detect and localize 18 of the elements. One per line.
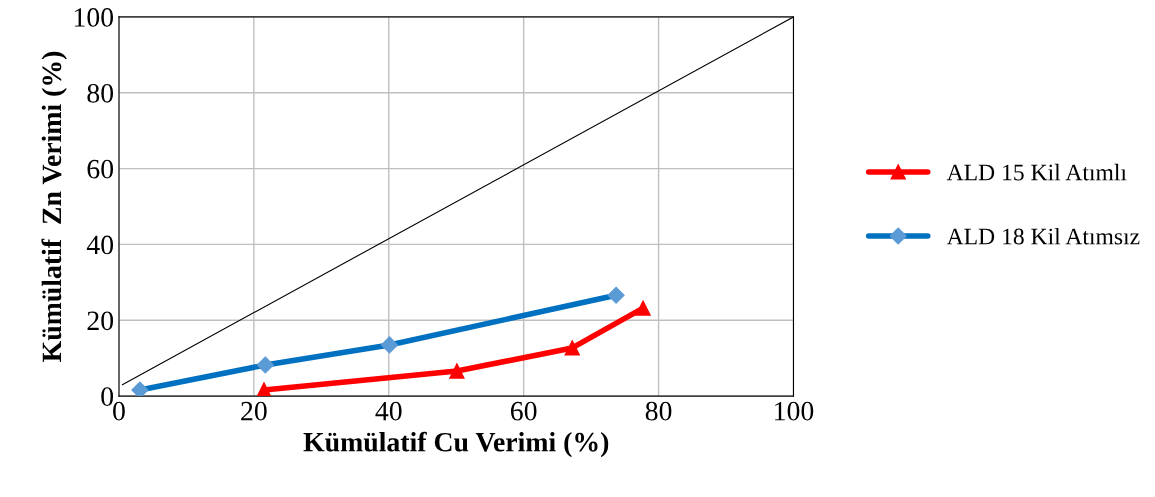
legend-label: ALD 18 Kil Atımsız xyxy=(946,227,1140,245)
x-tick-label: 80 xyxy=(645,401,672,421)
y-tick-label: 80 xyxy=(87,83,114,103)
x-tick-label: 40 xyxy=(375,401,402,421)
y-tick-label: 60 xyxy=(87,159,114,179)
y-axis-title: Kümülatif Zn Verimi (%) xyxy=(41,51,67,362)
point xyxy=(564,340,580,356)
point xyxy=(635,300,651,316)
x-tick-label: 60 xyxy=(510,401,537,421)
point xyxy=(449,363,465,379)
legend-label: ALD 15 Kil Atımlı xyxy=(946,163,1127,181)
y-tick-label: 0 xyxy=(101,387,114,407)
x-tick-label: 20 xyxy=(241,401,267,421)
y-tick-label: 40 xyxy=(86,235,114,255)
x-tick-label: 100 xyxy=(775,401,814,421)
x-axis-title: Kümülatif Cu Verimi (%) xyxy=(303,431,609,458)
y-tick-label: 20 xyxy=(87,311,114,331)
y-tick-label: 100 xyxy=(74,8,114,27)
